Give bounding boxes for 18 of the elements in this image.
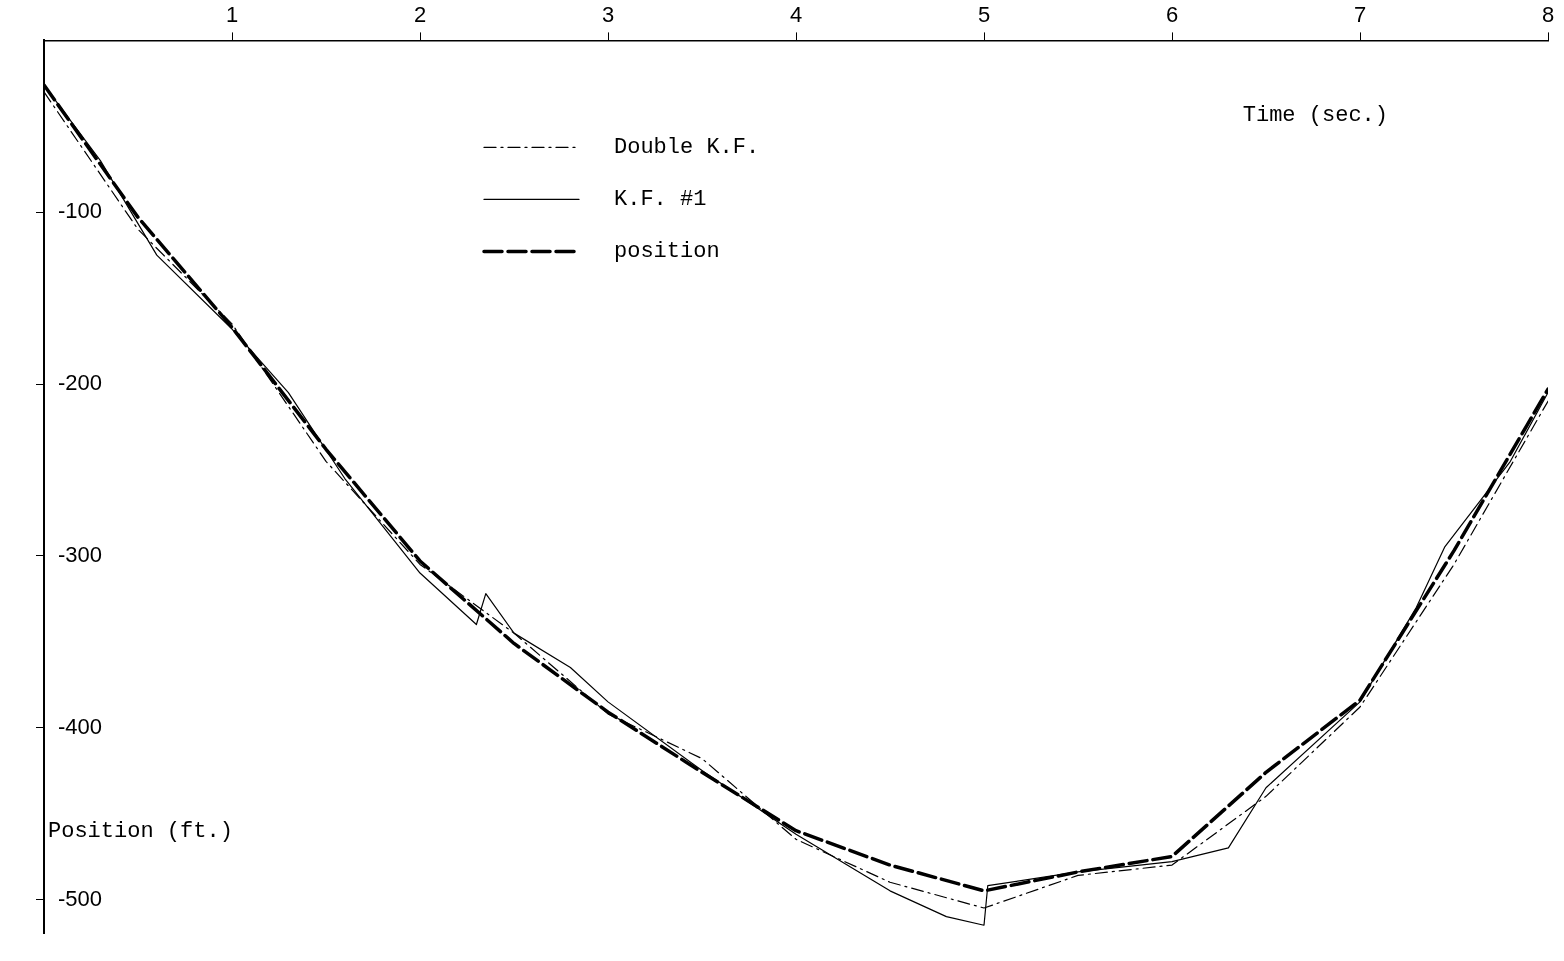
x-tick-label: 5: [977, 2, 991, 28]
x-tick-label: 2: [413, 2, 427, 28]
x-tick-label: 8: [1541, 2, 1555, 28]
y-tick-label: -200: [58, 370, 103, 396]
legend-label: Double K.F.: [614, 135, 760, 161]
y-tick-label: -400: [58, 713, 103, 739]
y-tick-label: -100: [58, 198, 103, 224]
x-tick-label: 3: [601, 2, 615, 28]
y-tick-label: -500: [58, 885, 103, 911]
x-tick-label: 7: [1353, 2, 1367, 28]
x-tick-label: 4: [789, 2, 803, 28]
legend-label: position: [614, 239, 720, 265]
legend-label: K.F. #1: [614, 187, 707, 213]
x-tick-label: 6: [1165, 2, 1179, 28]
x-tick-label: 1: [225, 2, 239, 28]
x-axis-title: Time (sec.): [1242, 103, 1388, 129]
y-tick-label: -300: [58, 541, 103, 567]
y-axis-title: Position (ft.): [48, 818, 233, 844]
